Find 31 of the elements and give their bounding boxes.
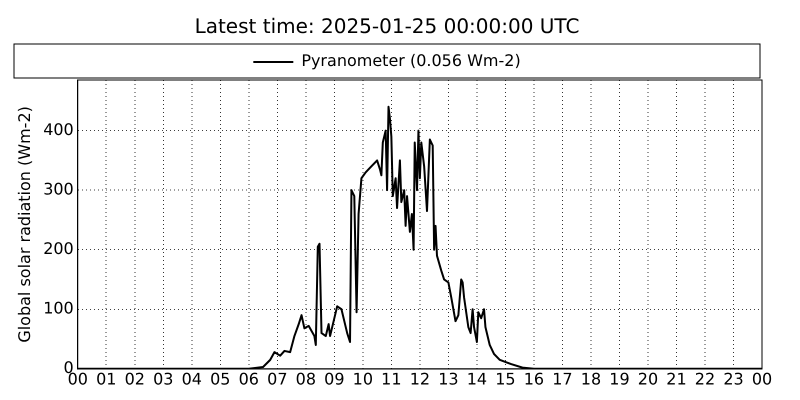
x-tick-label: 20 xyxy=(638,370,658,389)
chart-title: Latest time: 2025-01-25 00:00:00 UTC xyxy=(194,14,580,38)
y-tick-label: 300 xyxy=(43,179,74,198)
x-tick-label: 04 xyxy=(182,370,202,389)
legend-label: Pyranometer (0.056 Wm-2) xyxy=(301,51,521,70)
y-tick-label: 400 xyxy=(43,120,74,139)
x-tick-label: 14 xyxy=(466,370,488,389)
x-tick-label: 05 xyxy=(210,370,230,389)
x-tick-label: 06 xyxy=(238,370,259,389)
x-tick-label: 18 xyxy=(580,370,602,389)
x-tick-label: 23 xyxy=(723,370,744,389)
x-tick-label: 19 xyxy=(609,370,630,389)
x-tick-label: 07 xyxy=(267,370,288,389)
x-tick-label: 16 xyxy=(524,370,544,389)
x-tick-label: 00 xyxy=(752,370,772,389)
x-tick-label: 08 xyxy=(296,370,316,389)
x-tick-label: 12 xyxy=(410,370,430,389)
x-tick-label: 22 xyxy=(694,370,716,389)
x-tick-label: 01 xyxy=(96,370,116,389)
x-tick-label: 15 xyxy=(495,370,516,389)
x-tick-label: 03 xyxy=(153,370,174,389)
x-tick-label: 10 xyxy=(352,370,374,389)
y-axis-title: Global solar radiation (Wm-2) xyxy=(14,106,34,343)
y-tick-label: 100 xyxy=(43,298,74,318)
x-tick-label: 17 xyxy=(552,370,573,389)
x-tick-label: 02 xyxy=(124,370,145,389)
x-tick-label: 09 xyxy=(324,370,345,389)
y-tick-label: 200 xyxy=(43,238,74,258)
x-tick-label: 21 xyxy=(666,370,687,389)
x-tick-label: 13 xyxy=(438,370,459,389)
x-tick-label: 11 xyxy=(381,370,402,389)
